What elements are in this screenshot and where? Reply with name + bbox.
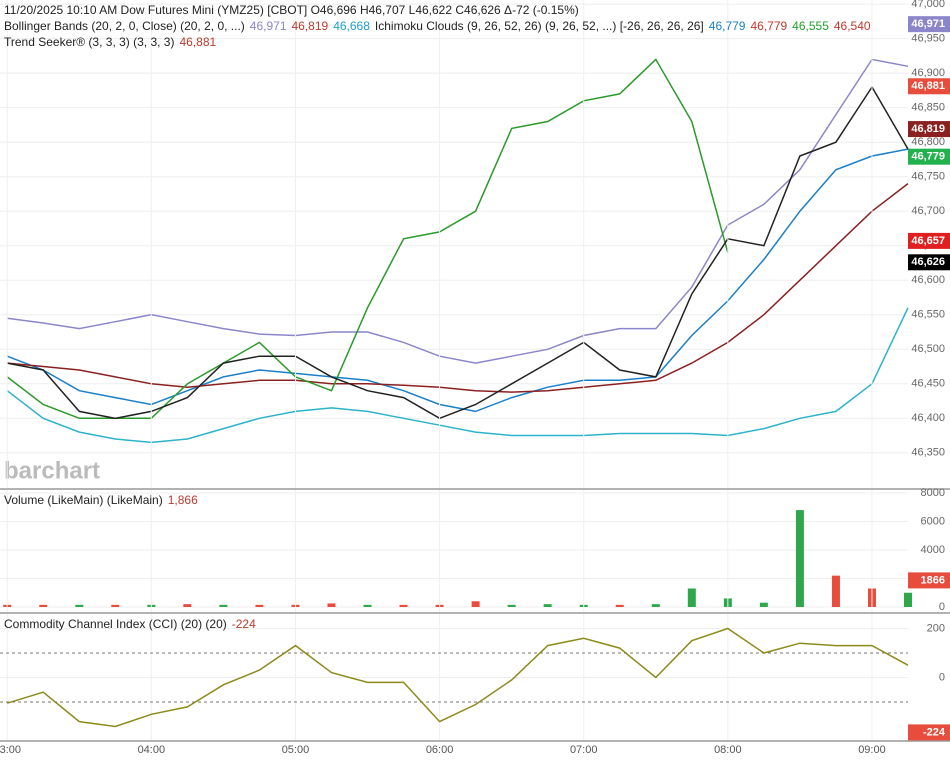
price-tag-label: 46,881: [911, 80, 945, 92]
series-line: [6, 58, 729, 420]
volume-bar: [111, 604, 120, 607]
price-tag-label: 46,971: [911, 18, 945, 30]
series-line: [6, 148, 909, 413]
legend: 11/20/2025 10:10 AM Dow Futures Mini (YM…: [4, 2, 876, 50]
legend-entry: 46,819: [291, 19, 329, 33]
x-tick-label: 05:00: [282, 744, 310, 756]
legend-entry: 46,779: [708, 19, 746, 33]
legend-entry: 46,555: [792, 19, 829, 33]
x-tick-label: 03:00: [0, 744, 21, 756]
legend-entry: 46,668: [333, 19, 370, 33]
y-tick-label: 8000: [921, 487, 945, 499]
price-tag: [908, 78, 950, 95]
y-tick-label: 0: [939, 671, 945, 683]
legend-entry: 46,540: [833, 19, 871, 33]
y-tick-label: 46,750: [911, 171, 945, 183]
legend-entry: Trend Seeker® (3, 3, 3) (3, 3, 3): [4, 35, 175, 49]
legend-entry: Bollinger Bands (20, 2, 0, Close) (20, 2…: [4, 19, 245, 33]
volume-bar: [39, 604, 48, 607]
legend-entry: 1,866: [167, 493, 198, 507]
volume-bar: [255, 604, 264, 607]
y-tick-label: 46,450: [911, 378, 945, 390]
legend-line: Bollinger Bands (20, 2, 0, Close) (20, 2…: [4, 18, 876, 34]
volume-bar: [687, 588, 696, 607]
legend-entry: Volume (LikeMain) (LikeMain): [4, 493, 163, 507]
series-line: [7, 183, 909, 393]
legend-line: Trend Seeker® (3, 3, 3) (3, 3, 3) 46,881: [4, 34, 876, 50]
price-tag-label: 46,626: [911, 256, 945, 268]
x-tick-label: 04:00: [138, 744, 166, 756]
volume-bar: [75, 604, 84, 607]
y-tick-label: 46,550: [911, 309, 945, 321]
price-tag: [908, 724, 950, 741]
x-tick-label: 08:00: [714, 744, 742, 756]
legend-entry: 46,779: [750, 19, 788, 33]
legend-line: Commodity Channel Index (CCI) (20) (20) -…: [4, 616, 261, 632]
volume-bar: [507, 604, 516, 607]
volume-bar: [759, 602, 768, 607]
y-tick-label: 46,600: [911, 274, 945, 286]
legend: Volume (LikeMain) (LikeMain) 1,866: [4, 492, 203, 508]
legend-entry: -224: [231, 617, 256, 631]
volume-bar: [543, 604, 552, 607]
volume-bar: [327, 603, 336, 607]
legend-line: Volume (LikeMain) (LikeMain) 1,866: [4, 492, 203, 508]
legend-entry: Commodity Channel Index (CCI) (20) (20): [4, 617, 227, 631]
price-tag-label: -224: [923, 726, 946, 738]
legend-line: 11/20/2025 10:10 AM Dow Futures Mini (YM…: [4, 2, 876, 18]
volume-bar: [615, 604, 624, 607]
volume-bar: [651, 604, 660, 607]
y-tick-label: 46,800: [911, 136, 945, 148]
y-tick-label: 46,350: [911, 447, 945, 459]
y-tick-label: 0: [939, 601, 945, 613]
watermark: barchart: [4, 457, 100, 484]
y-tick-label: 46,850: [911, 102, 945, 114]
y-tick-label: 46,500: [911, 343, 945, 355]
y-tick-label: 4000: [921, 544, 945, 556]
legend-entry: 46,971: [249, 19, 287, 33]
volume-bar: [904, 592, 912, 607]
price-tag-label: 46,779: [911, 151, 945, 163]
volume-bar: [183, 604, 192, 607]
y-tick-label: 46,900: [911, 67, 945, 79]
volume-bar: [363, 604, 372, 607]
price-tag: [908, 16, 950, 33]
series-line: [7, 85, 909, 420]
price-tag-label: 46,819: [911, 123, 945, 135]
price-tag: [908, 232, 950, 249]
volume-bar: [219, 604, 228, 607]
price-tag-label: 1866: [921, 574, 945, 586]
legend-entry: Ichimoku Clouds (9, 26, 52, 26) (9, 26, …: [374, 19, 704, 33]
price-tag: [908, 121, 950, 138]
price-tag: [908, 572, 950, 589]
price-tag-label: 46,657: [911, 235, 945, 247]
legend-entry: 46,881: [179, 35, 217, 49]
series-line: [6, 307, 909, 444]
y-tick-label: 46,950: [911, 33, 945, 45]
x-tick-label: 09:00: [858, 744, 886, 756]
y-tick-label: 200: [927, 622, 945, 634]
x-tick-label: 07:00: [570, 744, 598, 756]
price-tag: [908, 148, 950, 165]
price-tag: [908, 254, 950, 271]
series-line: [7, 58, 909, 364]
volume-bar: [471, 601, 480, 607]
y-tick-label: 46,700: [911, 205, 945, 217]
chart-title: 11/20/2025 10:10 AM Dow Futures Mini (YM…: [4, 3, 579, 17]
x-tick-label: 06:00: [426, 744, 454, 756]
volume-bar: [795, 510, 804, 607]
y-tick-label: 6000: [921, 515, 945, 527]
volume-bar: [831, 575, 840, 607]
series-line: [6, 627, 909, 728]
volume-bar: [399, 604, 408, 607]
legend: Commodity Channel Index (CCI) (20) (20) -…: [4, 616, 261, 632]
y-tick-label: 46,400: [911, 412, 945, 424]
y-tick-label: 47,000: [911, 0, 945, 10]
